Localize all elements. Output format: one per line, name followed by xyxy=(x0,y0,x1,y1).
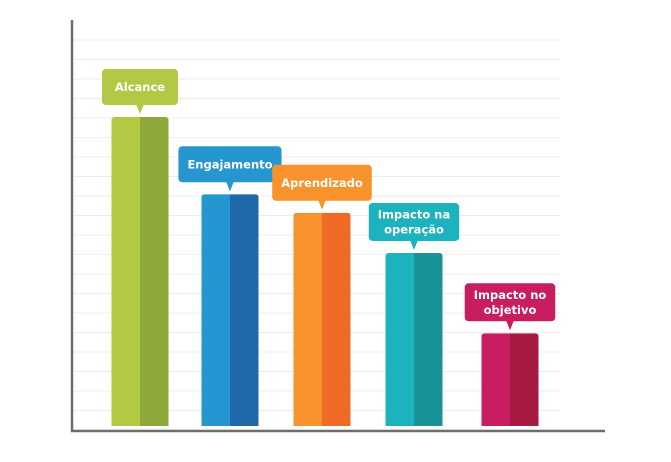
label-alcance: Alcance xyxy=(102,69,178,114)
category-label: Engajamento xyxy=(187,157,272,171)
bar-dark-half xyxy=(322,212,351,426)
label-pointer xyxy=(318,199,326,210)
bar-light-half xyxy=(201,194,230,426)
bar-dark-half xyxy=(510,333,539,426)
category-label: Alcance xyxy=(115,80,165,94)
label-bubble xyxy=(368,202,460,241)
bar-engajamento xyxy=(201,194,259,426)
bar-dark-half xyxy=(414,252,443,426)
category-label: Impacto no objetivo xyxy=(474,288,547,317)
bar-aprendizado xyxy=(293,212,351,426)
bar-impacto-no-objetivo xyxy=(481,333,539,426)
bar-impacto-na-operação xyxy=(385,252,443,426)
label-impacto-na-operação: Impacto na operação xyxy=(368,202,460,250)
bars xyxy=(111,117,539,426)
category-label: Aprendizado xyxy=(281,176,363,190)
bar-alcance xyxy=(111,117,169,426)
bar-dark-half xyxy=(230,194,259,426)
label-pointer xyxy=(226,181,234,192)
bar-dark-half xyxy=(140,117,169,426)
label-engajamento: Engajamento xyxy=(178,146,282,192)
label-aprendizado: Aprendizado xyxy=(272,164,372,210)
category-labels: Alcance Engajamento Aprendizado Impacto na o… xyxy=(102,69,556,331)
label-bubble xyxy=(272,164,372,201)
label-impacto-no-objetivo: Impacto no objetivo xyxy=(464,283,556,331)
label-pointer xyxy=(410,239,418,250)
bar-light-half xyxy=(385,252,414,426)
label-bubble xyxy=(178,146,282,183)
label-bubble xyxy=(464,283,556,322)
label-pointer xyxy=(506,320,514,331)
bar-light-half xyxy=(481,333,510,426)
bar-light-half xyxy=(111,117,140,426)
label-bubble xyxy=(102,69,178,105)
label-pointer xyxy=(136,104,144,114)
category-label: Impacto na operação xyxy=(378,207,450,236)
bar-light-half xyxy=(293,212,322,426)
